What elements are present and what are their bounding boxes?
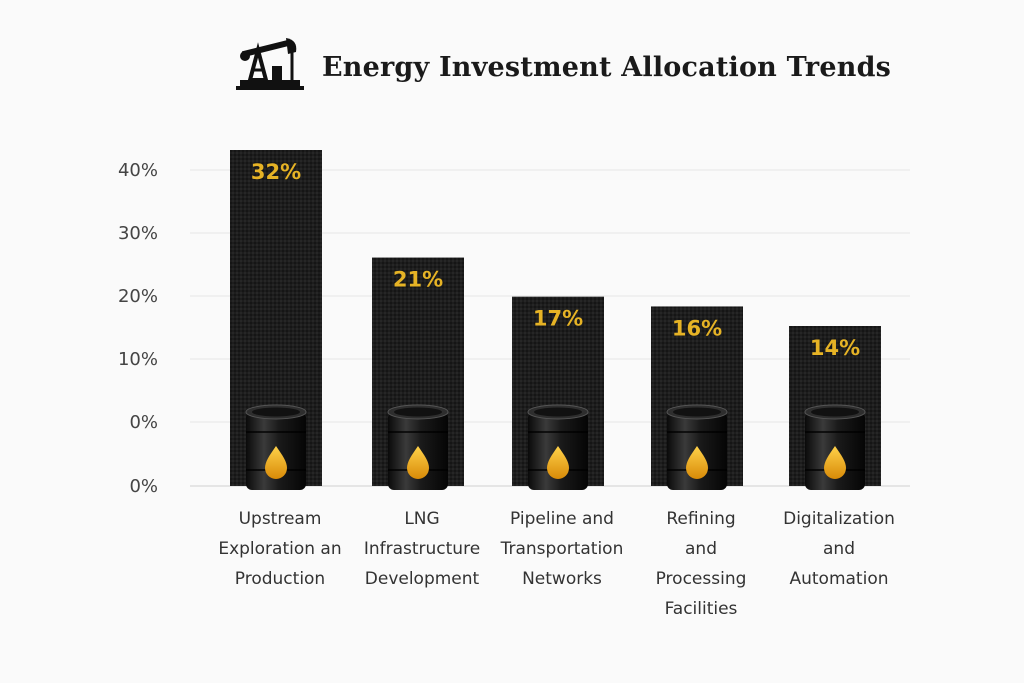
- oil-barrel-icon: [666, 404, 728, 490]
- oil-barrel-icon: [527, 404, 589, 490]
- y-tick-label: 10%: [118, 349, 158, 370]
- chart-title: Energy Investment Allocation Trends: [322, 52, 891, 83]
- bar-group: 16%: [651, 306, 743, 490]
- chart-title-group: Energy Investment Allocation Trends: [236, 38, 891, 90]
- bar-group: 17%: [512, 296, 604, 490]
- oil-drop-icon: [547, 446, 569, 479]
- oil-pump-jack-icon: [236, 38, 304, 90]
- bar-group: 32%: [230, 150, 322, 490]
- y-tick-label: 30%: [118, 223, 158, 244]
- oil-barrel-icon: [245, 404, 307, 490]
- bar-value-label: 16%: [672, 316, 722, 340]
- y-tick-label: 40%: [118, 160, 158, 181]
- x-category-label: LNG Infrastructure Development: [364, 509, 480, 589]
- oil-drop-icon: [824, 446, 846, 479]
- x-category-label: Pipeline and Transportation Networks: [500, 509, 624, 589]
- y-tick-label: 0%: [129, 412, 158, 433]
- oil-barrel-icon: [804, 404, 866, 490]
- bar-value-label: 14%: [810, 336, 860, 360]
- oil-drop-icon: [407, 446, 429, 479]
- oil-barrel-icon: [387, 404, 449, 490]
- bar-group: 14%: [789, 326, 881, 490]
- x-category-label: Refining and Processing Facilities: [656, 509, 747, 619]
- bars: 32% 21% 17% 16% 14%: [230, 150, 881, 490]
- x-category-label: Upstream Exploration an Production: [218, 509, 341, 589]
- bar-value-label: 32%: [251, 160, 301, 184]
- bar-group: 21%: [372, 257, 464, 490]
- bar-value-label: 21%: [393, 268, 443, 292]
- bar-value-label: 17%: [533, 307, 583, 331]
- oil-drop-icon: [686, 446, 708, 479]
- x-axis-labels: Upstream Exploration an Production LNG Infra…: [218, 509, 895, 619]
- y-tick-label: 0%: [129, 476, 158, 497]
- x-category-label: Digitalization and Automation: [783, 509, 895, 589]
- y-tick-label: 20%: [118, 286, 158, 307]
- oil-drop-icon: [265, 446, 287, 479]
